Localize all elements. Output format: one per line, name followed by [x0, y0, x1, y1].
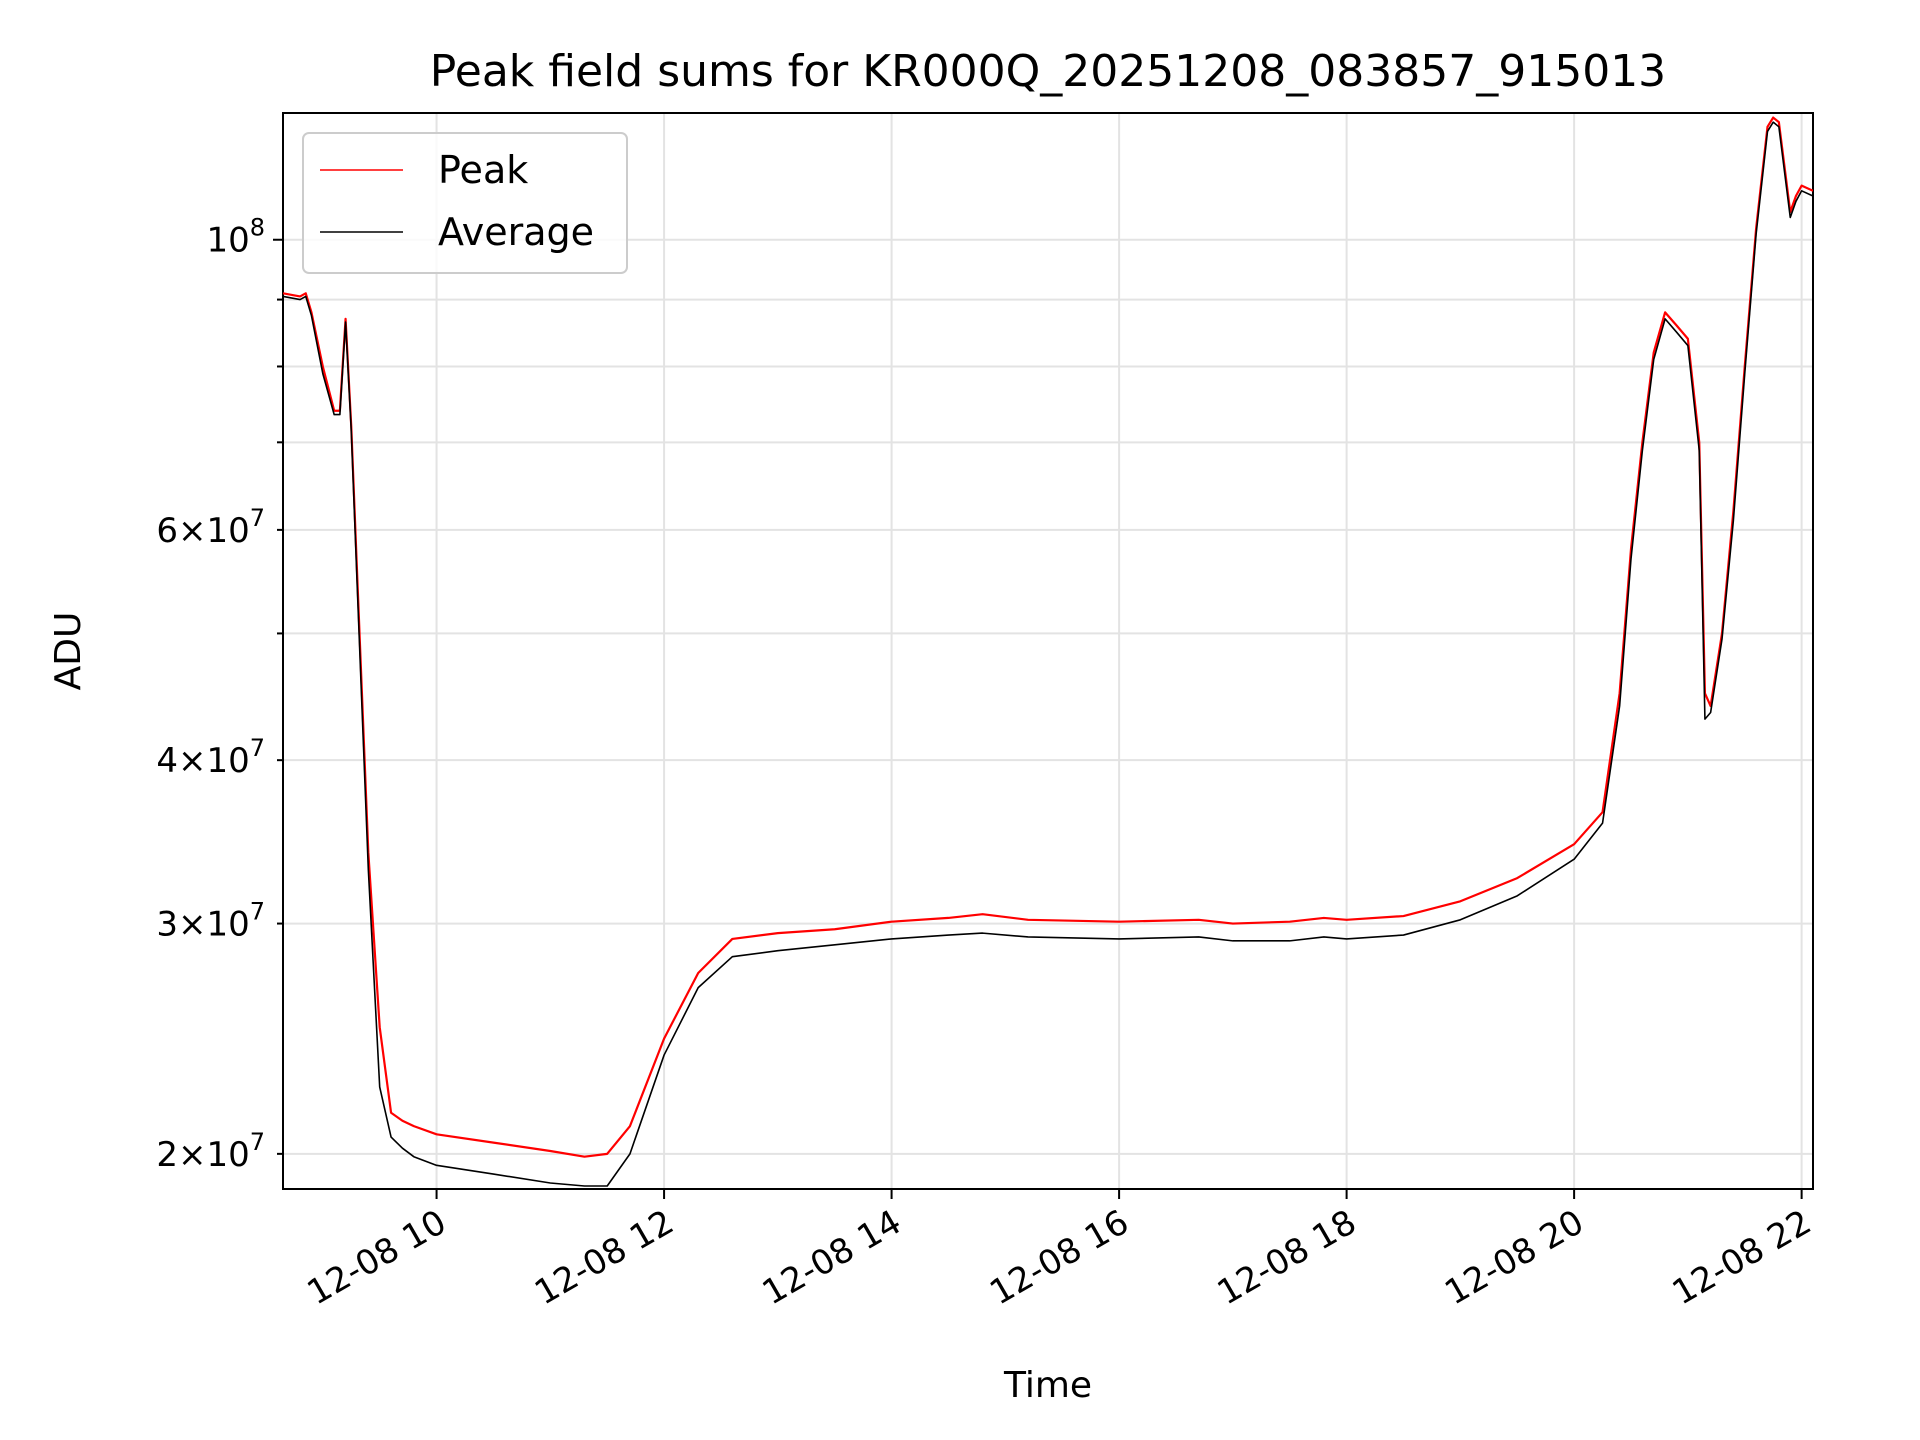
y-tick-mantissa: 4 [156, 741, 178, 781]
y-tick-mantissa: 2 [156, 1135, 178, 1175]
y-tick-exponent: 7 [250, 1128, 265, 1156]
y-tick-times-sign: × [178, 905, 207, 945]
series-line-peak [283, 116, 1813, 1158]
y-tick-exponent: 7 [250, 504, 265, 532]
y-tick-times-sign: × [178, 741, 207, 781]
y-tick-base: 10 [206, 511, 249, 551]
y-tick-base: 10 [206, 905, 249, 945]
legend: Peak Average [302, 132, 628, 274]
legend-label-peak: Peak [438, 148, 528, 192]
chart-title: Peak field sums for KR000Q_20251208_0838… [430, 46, 1666, 97]
series-layer [283, 116, 1813, 1187]
legend-box [302, 132, 628, 274]
y-tick-label: 6×107 [156, 504, 265, 551]
y-tick-mantissa: 3 [156, 905, 178, 945]
y-tick-label: 4×107 [156, 734, 265, 781]
series-line-average [283, 121, 1813, 1187]
y-tick-exponent: 7 [250, 898, 265, 926]
y-axis-title: ADU [48, 612, 89, 691]
legend-label-average: Average [438, 210, 594, 254]
x-axis-title: Time [1003, 1365, 1092, 1406]
plot-frame [282, 112, 1814, 1190]
y-tick-exponent: 8 [250, 214, 265, 242]
y-tick-label: 2×107 [156, 1128, 265, 1175]
y-tick-times-sign: × [178, 511, 207, 551]
y-tick-base: 10 [206, 741, 249, 781]
y-tick-base: 10 [206, 221, 249, 261]
y-tick-label: 108 [206, 214, 265, 261]
y-tick-exponent: 7 [250, 734, 265, 762]
y-tick-mantissa: 6 [156, 511, 178, 551]
y-tick-times-sign: × [178, 1135, 207, 1175]
y-tick-base: 10 [206, 1135, 249, 1175]
grid-lines [283, 113, 1813, 1189]
y-tick-label: 3×107 [156, 898, 265, 945]
